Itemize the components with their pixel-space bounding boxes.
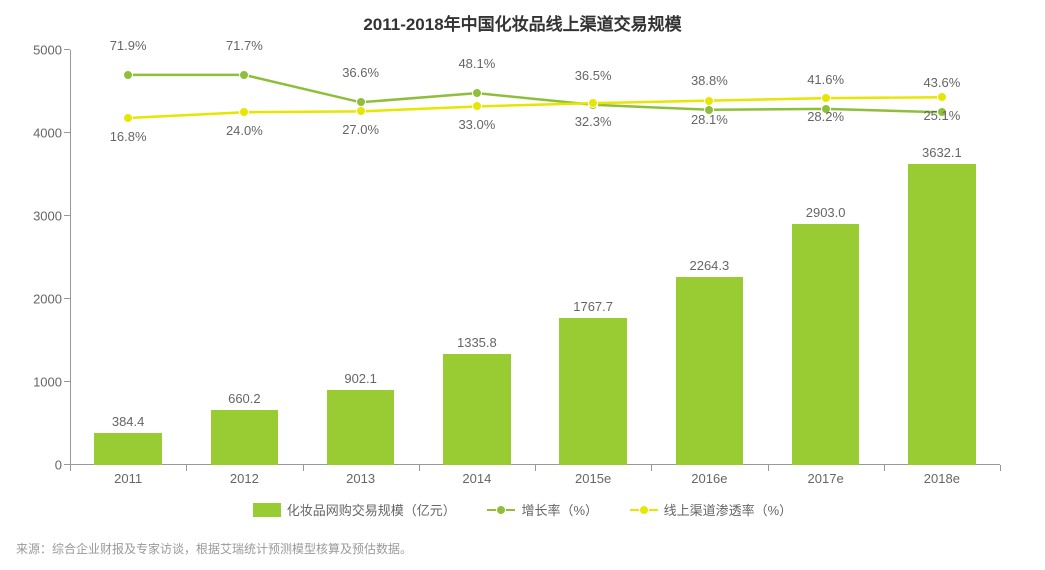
bar-value-label: 3632.1 — [922, 145, 962, 160]
bar — [443, 354, 510, 465]
plot-area: 0100020003000400050002011201220132014201… — [70, 50, 1000, 465]
legend: 化妆品网购交易规模（亿元） 增长率（%） 线上渠道渗透率（%） — [0, 500, 1045, 520]
growth-value-label: 36.5% — [575, 68, 612, 83]
chart-title: 2011-2018年中国化妆品线上渠道交易规模 — [0, 10, 1045, 35]
x-tick — [1000, 465, 1001, 471]
y-tick — [64, 132, 70, 133]
bar — [327, 390, 394, 465]
x-axis-label: 2012 — [230, 471, 259, 486]
penetration-value-label: 32.3% — [575, 114, 612, 129]
growth-marker — [472, 88, 482, 98]
x-axis-label: 2015e — [575, 471, 611, 486]
line-series-svg — [70, 50, 1000, 465]
bar — [676, 277, 743, 465]
bar-value-label: 2903.0 — [806, 205, 846, 220]
legend-swatch-bar — [253, 503, 281, 517]
penetration-marker — [821, 93, 831, 103]
bar — [94, 433, 161, 465]
bar-value-label: 660.2 — [228, 391, 261, 406]
growth-value-label: 36.6% — [342, 65, 379, 80]
growth-value-label: 38.8% — [691, 73, 728, 88]
x-tick — [535, 465, 536, 471]
bar — [792, 224, 859, 465]
y-axis-label: 5000 — [33, 43, 62, 58]
bar-value-label: 384.4 — [112, 414, 145, 429]
growth-value-label: 71.7% — [226, 38, 263, 53]
penetration-value-label: 24.0% — [226, 123, 263, 138]
y-tick — [64, 381, 70, 382]
penetration-marker — [588, 98, 598, 108]
growth-value-label: 48.1% — [458, 56, 495, 71]
legend-label-penetration: 线上渠道渗透率（%） — [664, 500, 793, 519]
bar — [908, 164, 975, 465]
x-tick — [303, 465, 304, 471]
y-axis-label: 1000 — [33, 375, 62, 390]
x-tick — [884, 465, 885, 471]
y-axis-label: 3000 — [33, 209, 62, 224]
y-axis-label: 0 — [55, 458, 62, 473]
y-tick — [64, 215, 70, 216]
x-axis-label: 2018e — [924, 471, 960, 486]
bar — [559, 318, 626, 465]
x-axis-label: 2014 — [462, 471, 491, 486]
y-axis-label: 4000 — [33, 126, 62, 141]
penetration-value-label: 28.2% — [807, 109, 844, 124]
legend-item-bars: 化妆品网购交易规模（亿元） — [253, 500, 456, 519]
bar-value-label: 1767.7 — [573, 299, 613, 314]
penetration-value-label: 28.1% — [691, 112, 728, 127]
growth-value-label: 71.9% — [110, 38, 147, 53]
x-tick — [70, 465, 71, 471]
legend-label-bars: 化妆品网购交易规模（亿元） — [287, 500, 456, 519]
penetration-marker — [356, 106, 366, 116]
penetration-value-label: 25.1% — [923, 108, 960, 123]
x-tick — [419, 465, 420, 471]
bar-value-label: 2264.3 — [689, 258, 729, 273]
penetration-marker — [937, 92, 947, 102]
penetration-marker — [472, 101, 482, 111]
penetration-marker — [123, 113, 133, 123]
x-axis-label: 2011 — [114, 471, 142, 486]
x-axis-label: 2017e — [808, 471, 844, 486]
x-tick — [186, 465, 187, 471]
growth-marker — [239, 70, 249, 80]
legend-item-penetration: 线上渠道渗透率（%） — [630, 500, 793, 519]
y-tick — [64, 49, 70, 50]
growth-value-label: 43.6% — [923, 75, 960, 90]
legend-swatch-penetration — [630, 503, 658, 517]
growth-marker — [123, 70, 133, 80]
legend-item-growth: 增长率（%） — [487, 500, 598, 519]
legend-label-growth: 增长率（%） — [521, 500, 598, 519]
chart-container: 2011-2018年中国化妆品线上渠道交易规模 0100020003000400… — [0, 0, 1045, 570]
penetration-value-label: 33.0% — [458, 117, 495, 132]
legend-swatch-growth — [487, 503, 515, 517]
penetration-value-label: 16.8% — [110, 129, 147, 144]
x-axis-label: 2016e — [691, 471, 727, 486]
bar — [211, 410, 278, 465]
source-note: 来源：综合企业财报及专家访谈，根据艾瑞统计预测模型核算及预估数据。 — [16, 540, 412, 557]
bar-value-label: 902.1 — [344, 371, 377, 386]
penetration-marker — [239, 107, 249, 117]
y-axis-label: 2000 — [33, 292, 62, 307]
bar-value-label: 1335.8 — [457, 335, 497, 350]
x-axis-label: 2013 — [346, 471, 375, 486]
penetration-value-label: 27.0% — [342, 122, 379, 137]
x-tick — [651, 465, 652, 471]
penetration-marker — [704, 96, 714, 106]
growth-value-label: 41.6% — [807, 72, 844, 87]
y-tick — [64, 298, 70, 299]
x-tick — [768, 465, 769, 471]
